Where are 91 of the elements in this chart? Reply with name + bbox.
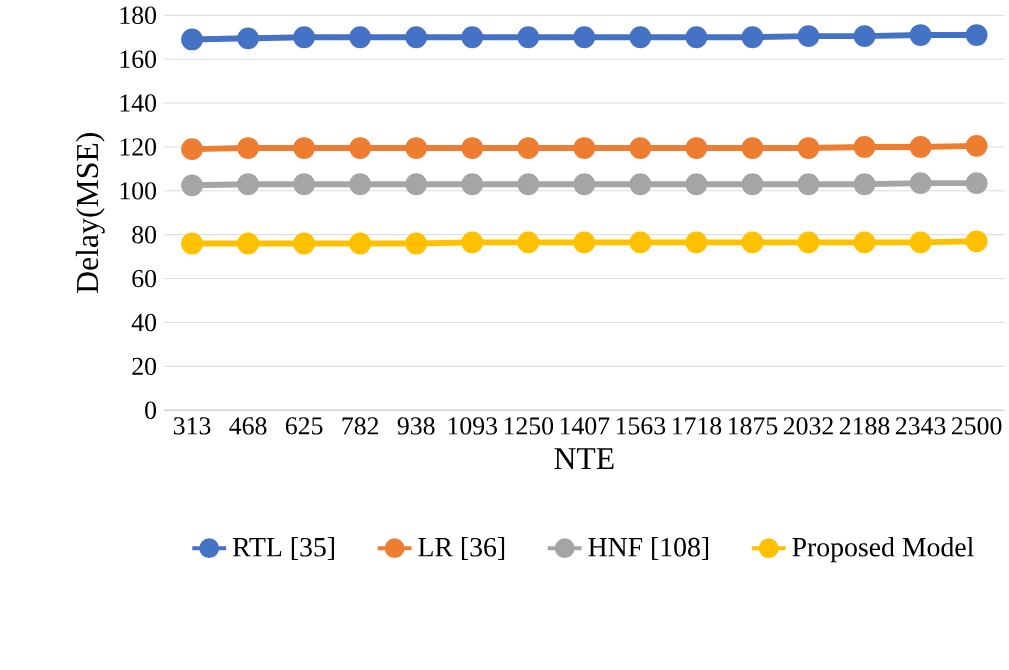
point bbox=[573, 26, 596, 49]
point bbox=[909, 24, 932, 46]
point bbox=[573, 231, 596, 254]
x-tick-label: 1407 bbox=[560, 417, 610, 435]
point bbox=[237, 232, 259, 255]
point bbox=[965, 134, 988, 157]
point bbox=[237, 173, 259, 196]
point bbox=[909, 172, 932, 194]
point bbox=[853, 231, 876, 254]
point bbox=[965, 230, 988, 253]
y-axis-title: Delay(MSE) bbox=[75, 133, 105, 293]
point bbox=[797, 25, 820, 47]
x-tick-label: 2343 bbox=[895, 417, 946, 435]
point bbox=[405, 26, 428, 49]
point bbox=[629, 231, 652, 254]
point bbox=[797, 137, 820, 159]
point bbox=[405, 137, 428, 159]
point bbox=[237, 137, 259, 159]
y-tick-label: 80 bbox=[132, 225, 157, 244]
point bbox=[685, 173, 708, 196]
point bbox=[181, 232, 203, 255]
point bbox=[797, 231, 820, 254]
point bbox=[517, 173, 540, 196]
point bbox=[741, 231, 764, 254]
point bbox=[741, 26, 764, 49]
y-tick-label: 20 bbox=[132, 357, 157, 375]
point bbox=[349, 137, 372, 159]
point bbox=[741, 137, 764, 159]
y-tick-label: 120 bbox=[120, 138, 157, 156]
y-tick-label: 160 bbox=[120, 50, 157, 68]
point bbox=[293, 232, 316, 255]
y-tick-label: 60 bbox=[132, 269, 157, 288]
point bbox=[461, 173, 484, 196]
point bbox=[461, 26, 484, 49]
legend-label: LR [36] bbox=[418, 536, 505, 560]
x-tick-label: 2500 bbox=[951, 417, 1002, 435]
x-tick-label: 313 bbox=[173, 417, 211, 435]
point bbox=[461, 137, 484, 159]
point bbox=[853, 25, 876, 47]
point bbox=[517, 26, 540, 49]
point bbox=[909, 135, 932, 158]
point bbox=[853, 135, 876, 158]
point bbox=[629, 26, 652, 49]
x-tick-label: 1718 bbox=[672, 417, 722, 435]
x-tick-label: 938 bbox=[397, 417, 435, 435]
x-tick-label: 1093 bbox=[448, 417, 498, 435]
x-tick-label: 782 bbox=[342, 417, 379, 435]
point bbox=[965, 24, 988, 46]
x-axis-title: NTE bbox=[554, 448, 614, 469]
point bbox=[965, 172, 988, 194]
point bbox=[517, 231, 540, 254]
point bbox=[461, 231, 484, 254]
point bbox=[349, 26, 372, 49]
point bbox=[349, 173, 372, 196]
point bbox=[685, 231, 708, 254]
point bbox=[181, 28, 203, 51]
legend-label: Proposed Model bbox=[792, 536, 974, 563]
x-tick-label: 2188 bbox=[839, 417, 890, 435]
point bbox=[741, 173, 764, 196]
y-tick-label: 180 bbox=[120, 6, 157, 24]
point bbox=[293, 26, 316, 49]
point bbox=[517, 137, 540, 159]
y-tick-label: 40 bbox=[131, 313, 157, 332]
point bbox=[573, 173, 596, 196]
point bbox=[685, 137, 708, 159]
point bbox=[573, 137, 596, 159]
y-tick-label: 0 bbox=[145, 401, 157, 419]
point bbox=[293, 173, 316, 196]
point bbox=[237, 27, 259, 50]
point bbox=[685, 26, 708, 49]
legend-label: HNF [108] bbox=[588, 536, 709, 560]
point bbox=[629, 137, 652, 159]
point bbox=[405, 173, 428, 196]
legend-label: RTL [35] bbox=[232, 536, 334, 560]
y-tick-label: 100 bbox=[120, 182, 157, 200]
y-tick-label: 140 bbox=[120, 94, 157, 112]
point bbox=[629, 173, 652, 196]
point bbox=[909, 231, 932, 254]
x-tick-label: 1250 bbox=[504, 417, 554, 435]
point bbox=[181, 174, 203, 197]
point bbox=[293, 137, 316, 159]
point bbox=[853, 173, 876, 196]
x-tick-label: 625 bbox=[285, 417, 323, 435]
point bbox=[405, 232, 428, 255]
point bbox=[797, 173, 820, 196]
point bbox=[349, 232, 372, 255]
point bbox=[181, 138, 203, 160]
x-tick-label: 468 bbox=[229, 417, 267, 435]
x-tick-label: 1875 bbox=[728, 417, 778, 435]
x-tick-label: 2032 bbox=[783, 417, 833, 435]
x-tick-label: 1563 bbox=[616, 417, 666, 435]
